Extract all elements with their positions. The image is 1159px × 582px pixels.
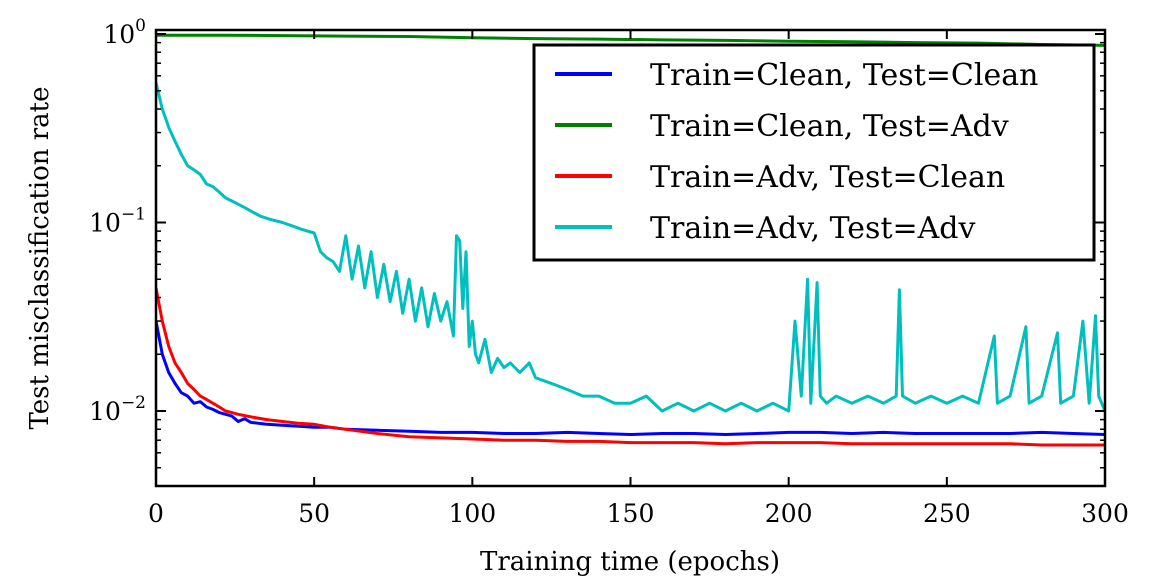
series-line-3: [156, 287, 1105, 447]
legend: Train=Clean, Test=Clean Train=Clean, Test…: [532, 43, 1096, 262]
legend-label-3: Train=Adv, Test=Clean: [650, 160, 1005, 195]
x-tick-label: 0: [148, 499, 164, 528]
x-tick-label: 300: [1081, 499, 1129, 528]
legend-box: [532, 43, 1096, 262]
legend-label-2: Train=Clean, Test=Adv: [650, 109, 1009, 144]
ticks-layer: 0 50 100 150 200 250 300 100 10−1 10−2: [89, 16, 1129, 528]
x-axis-label: Training time (epochs): [480, 547, 780, 577]
x-tick-label: 50: [298, 499, 330, 528]
x-tick-label: 250: [923, 499, 971, 528]
y-tick-label: 100: [103, 16, 146, 49]
series-line-1: [156, 320, 1105, 436]
series-line-4: [156, 82, 1105, 413]
legend-entries: Train=Clean, Test=Clean Train=Clean, Test…: [555, 58, 1038, 246]
y-tick-label: 10−1: [89, 204, 146, 237]
legend-label-4: Train=Adv, Test=Adv: [650, 211, 976, 246]
x-tick-label: 150: [607, 499, 655, 528]
legend-label-1: Train=Clean, Test=Clean: [650, 58, 1038, 93]
x-tick-label: 100: [448, 499, 496, 528]
x-tick-label: 200: [765, 499, 813, 528]
y-axis-label: Test misclassification rate: [25, 86, 55, 429]
y-tick-label: 10−2: [89, 393, 146, 426]
